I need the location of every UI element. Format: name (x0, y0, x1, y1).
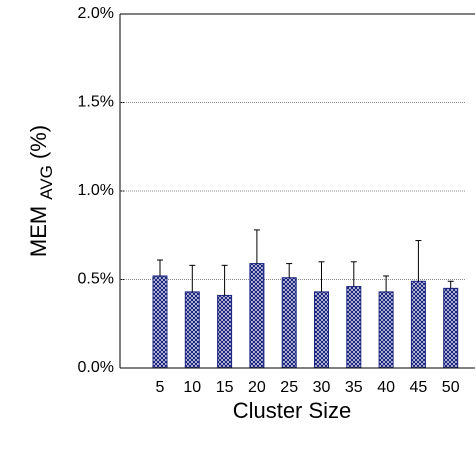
x-tick-label: 15 (216, 379, 234, 396)
x-tick-label: 35 (345, 379, 363, 396)
x-tick-label: 20 (248, 379, 266, 396)
y-label-main: MEM (26, 206, 51, 257)
bar (281, 277, 297, 369)
x-tick-label: 5 (156, 379, 165, 396)
x-axis-label: Cluster Size (233, 398, 352, 423)
x-tick-label: 30 (313, 379, 331, 396)
x-tick-label: 25 (280, 379, 298, 396)
y-label-unit: (%) (26, 125, 51, 159)
bar (217, 294, 233, 369)
bar (346, 286, 362, 369)
y-axis-label: MEM AVG (%) (26, 125, 56, 257)
bar (410, 280, 426, 369)
x-tick-label: 45 (410, 379, 428, 396)
bar (184, 291, 200, 369)
x-tick-label: 10 (183, 379, 201, 396)
x-tick-label: 50 (442, 379, 460, 396)
y-tick-label: 1.0% (78, 182, 114, 199)
y-tick-label: 2.0% (78, 5, 114, 22)
y-tick-label: 1.5% (78, 94, 114, 111)
bar (152, 275, 168, 369)
bar (378, 291, 394, 369)
y-label-sub: AVG (37, 165, 56, 200)
bar (443, 287, 459, 369)
y-tick-label: 0.0% (78, 359, 114, 376)
y-tick-label: 0.5% (78, 271, 114, 288)
bar (249, 263, 265, 369)
bar (314, 291, 329, 369)
x-tick-label: 40 (377, 379, 395, 396)
